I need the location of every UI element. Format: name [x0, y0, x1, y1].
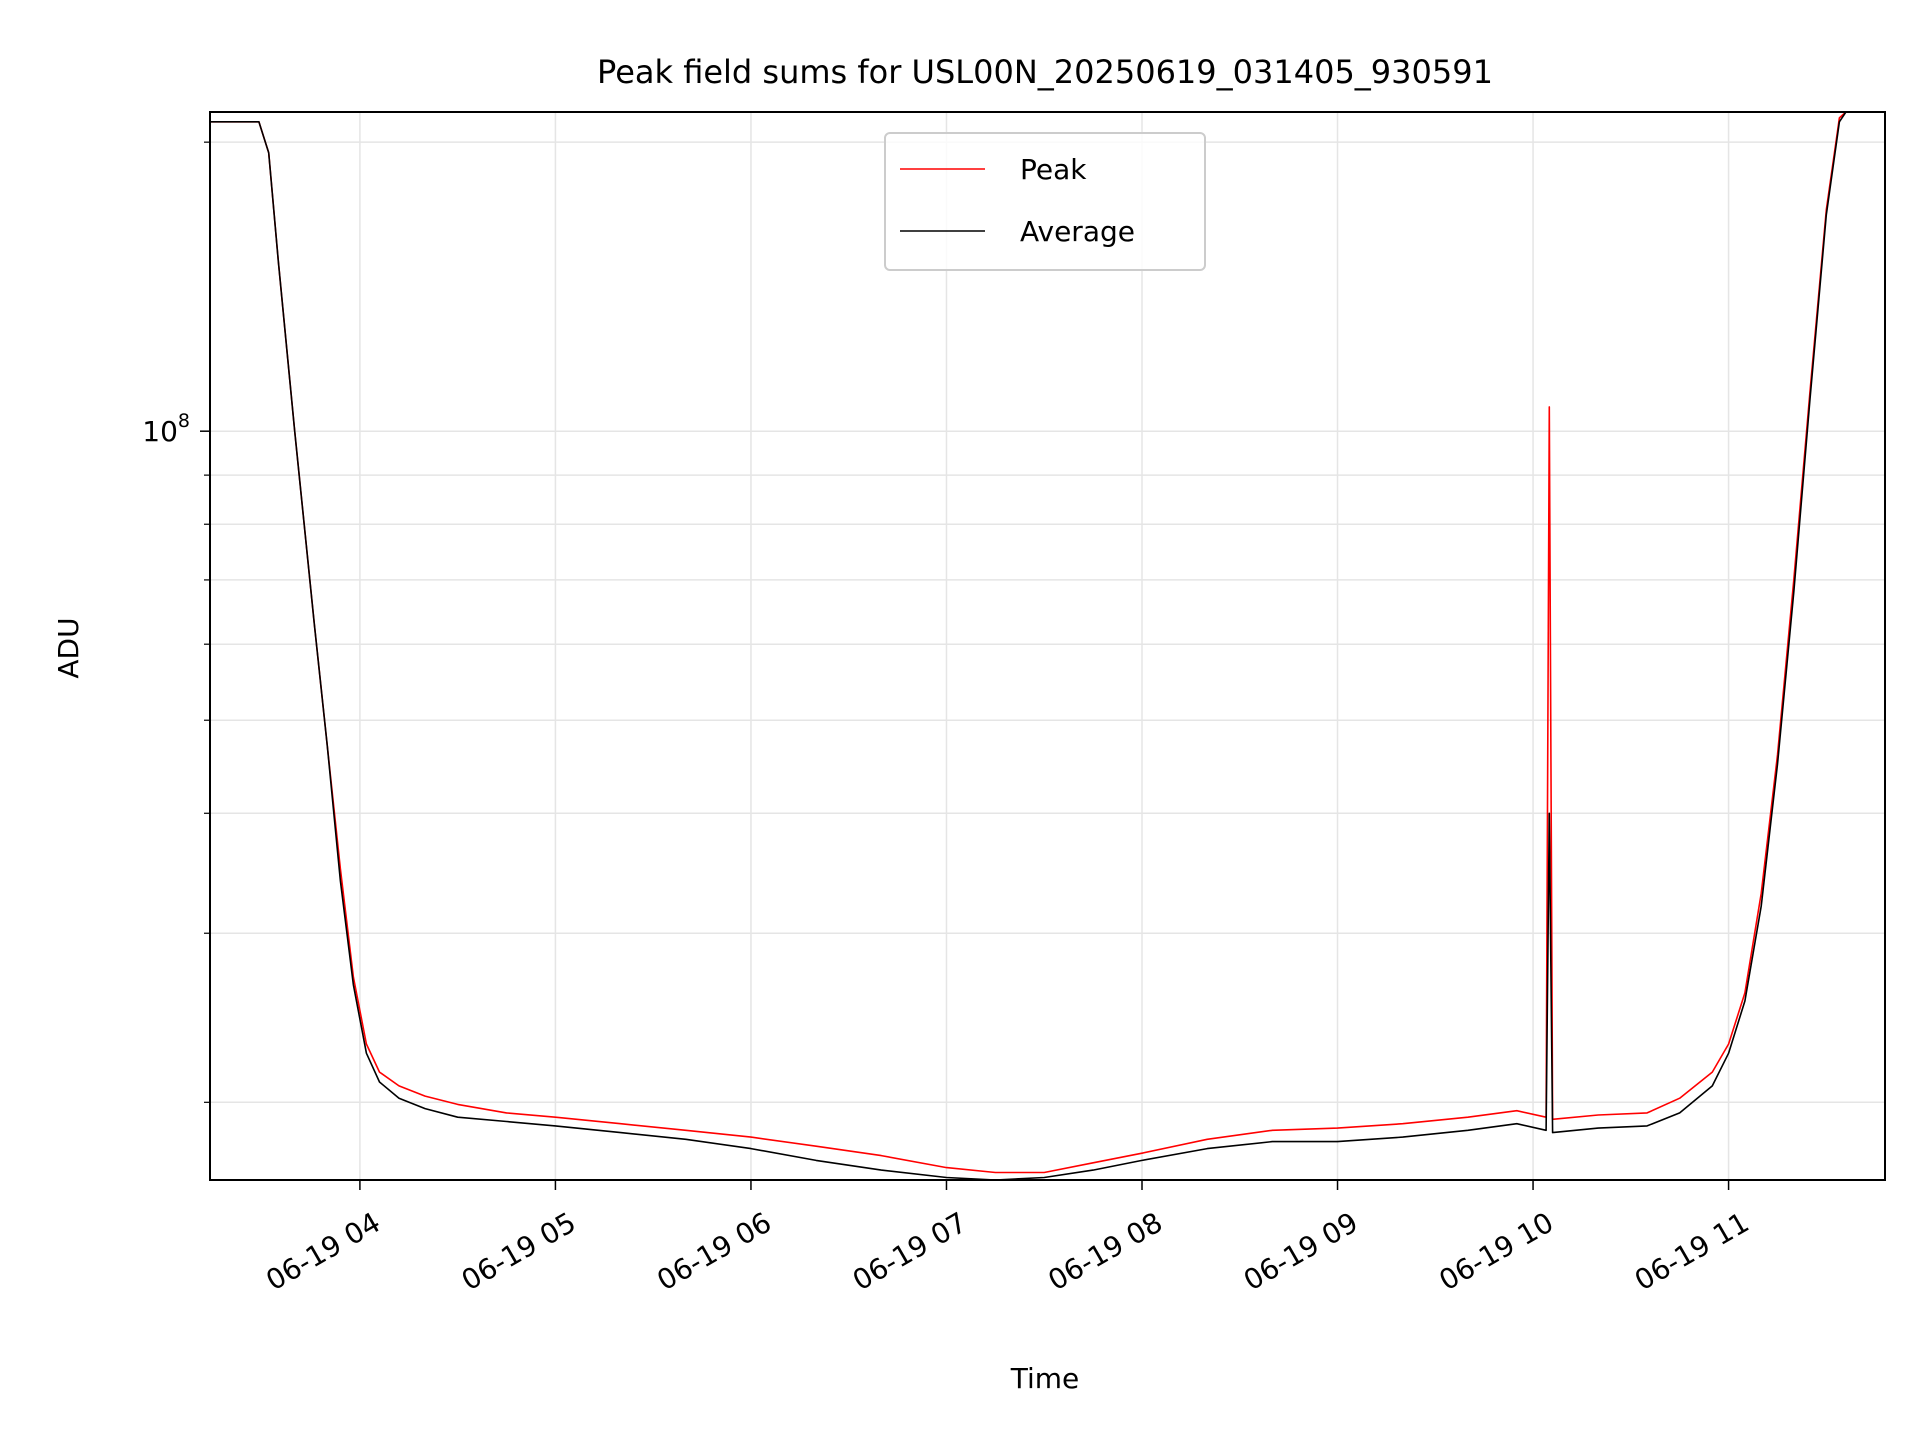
- series-layer: [210, 112, 1847, 1180]
- x-axis-label: Time: [1010, 1362, 1080, 1395]
- legend: Peak Average: [884, 132, 1206, 271]
- legend-label-peak: Peak: [1020, 153, 1087, 186]
- plot-area-frame: [209, 111, 1886, 1181]
- y-tick-label: 108: [142, 410, 190, 448]
- y-axis-label: ADU: [52, 617, 85, 678]
- y-tick-label-exponent: 8: [178, 410, 190, 432]
- legend-box: [884, 132, 1206, 271]
- y-axis: 108: [142, 141, 210, 1103]
- legend-label-average: Average: [1020, 215, 1135, 248]
- grid: [210, 112, 1885, 1180]
- y-tick-label-base: 10: [142, 415, 178, 448]
- series-line-peak: [210, 112, 1847, 1174]
- series-line-average: [210, 112, 1847, 1180]
- chart-title: Peak field sums for USL00N_20250619_0314…: [597, 53, 1493, 91]
